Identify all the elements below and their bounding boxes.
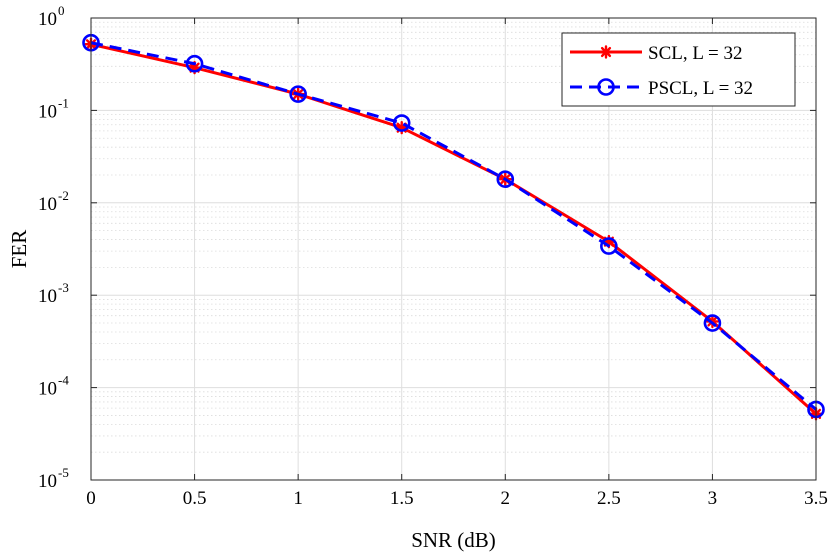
y-axis-label: FER bbox=[7, 230, 31, 269]
marker-circle bbox=[600, 237, 618, 255]
y-tick-exponent: -1 bbox=[58, 95, 69, 110]
y-tick-exponent: -2 bbox=[58, 188, 69, 203]
y-tick-label: 10 bbox=[38, 194, 57, 215]
series-line bbox=[90, 42, 817, 415]
marker-circle bbox=[703, 314, 722, 332]
x-tick-label: 1 bbox=[293, 488, 303, 509]
y-tick-label: 10 bbox=[38, 471, 57, 492]
x-axis-ticks: 0 0.5 1 1.5 2 2.5 3 3.5 bbox=[86, 18, 828, 509]
x-tick-label: 3.5 bbox=[804, 488, 828, 509]
x-axis-label: SNR (dB) bbox=[411, 528, 496, 552]
y-tick-exponent: -5 bbox=[58, 465, 69, 480]
y-tick-exponent: 0 bbox=[58, 3, 65, 18]
marker-circle bbox=[496, 170, 515, 189]
x-tick-label: 0.5 bbox=[183, 488, 207, 509]
legend-label: PSCL, L = 32 bbox=[648, 78, 753, 99]
marker-circle bbox=[392, 114, 411, 132]
marker-stroke bbox=[600, 46, 612, 58]
marker-circle bbox=[185, 54, 204, 73]
legend-item: SCL, L = 32 bbox=[570, 43, 742, 64]
series-line bbox=[90, 41, 817, 411]
marker-circle bbox=[597, 78, 615, 96]
marker-circle bbox=[289, 85, 307, 103]
x-tick-label: 0 bbox=[86, 488, 96, 509]
x-tick-label: 2.5 bbox=[597, 488, 621, 509]
series-layer bbox=[82, 33, 825, 421]
y-tick-label: 10 bbox=[38, 101, 57, 122]
y-tick-exponent: -4 bbox=[58, 373, 69, 388]
x-tick-label: 2 bbox=[501, 488, 511, 509]
y-tick-label: 10 bbox=[38, 379, 57, 400]
marker-asterisk bbox=[599, 45, 613, 59]
legend-item: PSCL, L = 32 bbox=[570, 78, 753, 99]
y-tick-label: 10 bbox=[38, 9, 57, 30]
x-tick-label: 1.5 bbox=[390, 488, 414, 509]
plot-frame bbox=[90, 17, 817, 481]
minor-grid bbox=[91, 21, 816, 453]
y-tick-label: 10 bbox=[38, 286, 57, 307]
y-tick-exponent: -3 bbox=[58, 280, 69, 295]
legend-label: SCL, L = 32 bbox=[648, 43, 742, 64]
x-tick-label: 3 bbox=[708, 488, 718, 509]
legend: SCL, L = 32 PSCL, L = 32 bbox=[561, 32, 796, 107]
